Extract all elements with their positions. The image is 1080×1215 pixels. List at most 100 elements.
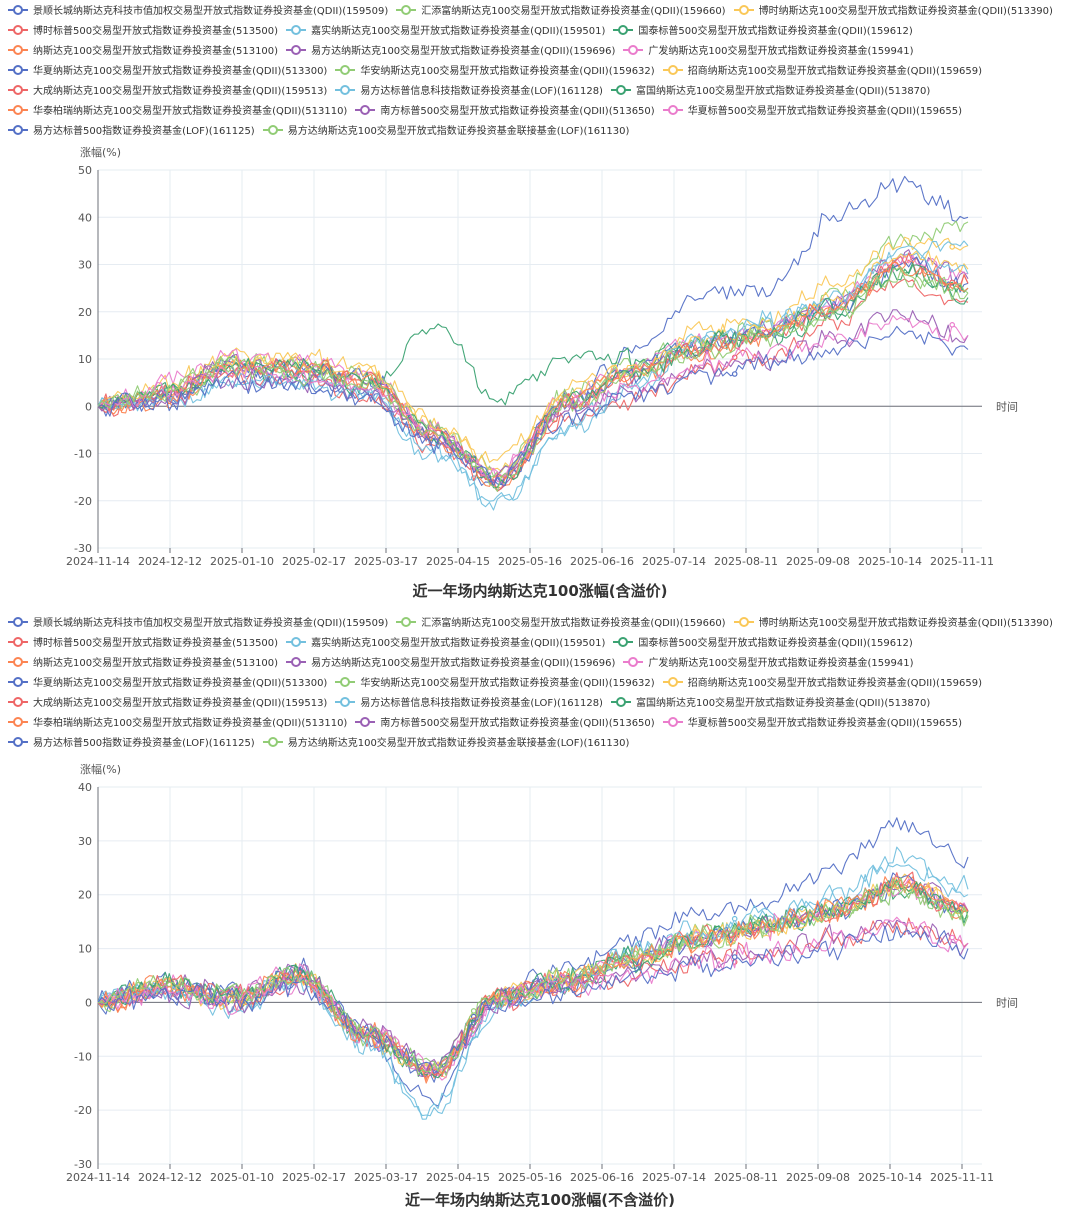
legend-item[interactable]: 嘉实纳斯达克100交易型开放式指数证券投资基金(QDII)(159501) [286,22,605,42]
legend-item[interactable]: 博时纳斯达克100交易型开放式指数证券投资基金(QDII)(513390) [733,614,1053,634]
series-point [470,1008,477,1014]
legend-item[interactable]: 纳斯达克100交易型开放式指数证券投资基金(513100) [8,42,278,62]
legend-item[interactable]: 招商纳斯达克100交易型开放式指数证券投资基金(QDII)(159659) [662,674,982,694]
y-tick-label: 0 [85,996,92,1009]
legend-item[interactable]: 博时标普500交易型开放式指数证券投资基金(513500) [8,634,278,654]
x-tick-label: 2025-07-14 [642,1171,706,1182]
x-tick-label: 2025-11-11 [930,1171,994,1182]
legend-item[interactable]: 华安纳斯达克100交易型开放式指数证券投资基金(QDII)(159632) [335,62,655,82]
legend-item[interactable]: 国泰标普500交易型开放式指数证券投资基金(QDII)(159612) [613,634,913,654]
x-tick-label: 2025-11-11 [930,555,994,568]
y-tick-label: 10 [78,943,92,956]
legend-swatch-icon [8,637,28,647]
legend-swatch-icon [623,45,644,55]
legend-label: 富国纳斯达克100交易型开放式指数证券投资基金(QDII)(513870) [635,698,931,709]
legend-item[interactable]: 易方达标普500指数证券投资基金(LOF)(161125) [8,122,255,142]
legend-label: 南方标普500交易型开放式指数证券投资基金(QDII)(513650) [380,718,655,729]
series-line [97,314,969,477]
y-tick-label: -30 [74,542,92,555]
legend-item[interactable]: 华泰柏瑞纳斯达克100交易型开放式指数证券投资基金(QDII)(513110) [8,714,347,734]
legend-item[interactable]: 华夏纳斯达克100交易型开放式指数证券投资基金(QDII)(513300) [8,674,327,694]
legend-item[interactable]: 招商纳斯达克100交易型开放式指数证券投资基金(QDII)(159659) [662,62,982,82]
x-tick-label: 2024-12-12 [138,555,202,568]
series-point [949,321,956,328]
legend-label: 景顺长城纳斯达克科技市值加权交易型开放式指数证券投资基金(QDII)(15950… [33,618,389,629]
x-tick-label: 2025-10-14 [858,1171,922,1182]
legend-swatch-icon [8,717,28,727]
legend-label: 易方达标普信息科技指数证券投资基金(LOF)(161128) [360,86,603,97]
x-tick-label: 2025-07-14 [642,555,706,568]
legend-item[interactable]: 华夏标普500交易型开放式指数证券投资基金(QDII)(159655) [662,102,962,122]
legend-swatch-icon [335,677,356,687]
legend-swatch-icon [8,697,28,707]
legend-item[interactable]: 易方达标普信息科技指数证券投资基金(LOF)(161128) [335,82,603,102]
series-point [731,954,738,960]
legend-item[interactable]: 易方达纳斯达克100交易型开放式指数证券投资基金(QDII)(159696) [286,42,615,62]
x-tick-label: 2025-09-08 [786,1171,850,1182]
series-line [97,919,969,1072]
x-tick-label: 2025-08-11 [714,1171,778,1182]
legend-label: 易方达纳斯达克100交易型开放式指数证券投资基金(QDII)(159696) [311,46,616,57]
x-tick-label: 2025-02-17 [282,555,346,568]
series-line [97,278,969,487]
legend-item[interactable]: 富国纳斯达克100交易型开放式指数证券投资基金(QDII)(513870) [610,82,931,102]
series-line [97,877,969,1076]
legend-item[interactable]: 易方达标普500指数证券投资基金(LOF)(161125) [8,734,255,754]
legend-label: 华夏纳斯达克100交易型开放式指数证券投资基金(QDII)(513300) [33,66,328,77]
legend-swatch-icon [262,737,283,747]
legend-item[interactable]: 汇添富纳斯达克100交易型开放式指数证券投资基金(QDII)(159660) [396,614,726,634]
legend-item[interactable]: 景顺长城纳斯达克科技市值加权交易型开放式指数证券投资基金(QDII)(15950… [8,2,388,22]
x-tick-label: 2025-05-16 [498,1171,562,1182]
legend-item[interactable]: 易方达纳斯达克100交易型开放式指数证券投资基金联接基金(LOF)(161130… [262,734,629,754]
x-tick-label: 2025-02-17 [282,1171,346,1182]
legend-swatch-icon [355,717,376,727]
legend-item[interactable]: 南方标普500交易型开放式指数证券投资基金(QDII)(513650) [355,102,655,122]
legend-item[interactable]: 景顺长城纳斯达克科技市值加权交易型开放式指数证券投资基金(QDII)(15950… [8,614,388,634]
legend-label: 纳斯达克100交易型开放式指数证券投资基金(513100) [33,46,279,57]
legend-swatch-icon [662,105,683,115]
series-line [97,266,969,492]
series-point [949,934,956,941]
legend-item[interactable]: 汇添富纳斯达克100交易型开放式指数证券投资基金(QDII)(159660) [396,2,726,22]
legend-item[interactable]: 南方标普500交易型开放式指数证券投资基金(QDII)(513650) [355,714,655,734]
legend-item[interactable]: 博时纳斯达克100交易型开放式指数证券投资基金(QDII)(513390) [733,2,1053,22]
series-line [97,925,969,1074]
legend-label: 易方达纳斯达克100交易型开放式指数证券投资基金联接基金(LOF)(161130… [287,126,630,137]
legend-swatch-icon [335,65,356,75]
legend-swatch-icon [8,65,28,75]
x-tick-label: 2024-12-12 [138,1171,202,1182]
legend-item[interactable]: 国泰标普500交易型开放式指数证券投资基金(QDII)(159612) [613,22,913,42]
legend-swatch-icon [8,85,28,95]
x-tick-label: 2025-03-17 [354,1171,418,1182]
legend-swatch-icon [335,697,356,707]
legend-swatch-icon [8,657,28,667]
y-tick-label: 40 [78,781,92,794]
legend-swatch-icon [8,617,28,627]
legend-swatch-icon [286,657,307,667]
legend-item[interactable]: 大成纳斯达克100交易型开放式指数证券投资基金(QDII)(159513) [8,694,327,714]
legend-item[interactable]: 广发纳斯达克100交易型开放式指数证券投资基金(159941) [623,42,914,62]
chart-title: 近一年场内纳斯达克100涨幅(不含溢价) [404,1191,676,1209]
legend-item[interactable]: 大成纳斯达克100交易型开放式指数证券投资基金(QDII)(159513) [8,82,327,102]
series-line [97,878,969,1081]
legend-item[interactable]: 嘉实纳斯达克100交易型开放式指数证券投资基金(QDII)(159501) [286,634,605,654]
legend-item[interactable]: 华泰柏瑞纳斯达克100交易型开放式指数证券投资基金(QDII)(513110) [8,102,347,122]
legend-label: 博时纳斯达克100交易型开放式指数证券投资基金(QDII)(513390) [758,618,1053,629]
legend-swatch-icon [613,637,634,647]
legend-label: 富国纳斯达克100交易型开放式指数证券投资基金(QDII)(513870) [635,86,931,97]
legend-item[interactable]: 富国纳斯达克100交易型开放式指数证券投资基金(QDII)(513870) [610,694,931,714]
legend-swatch-icon [610,85,631,95]
legend-item[interactable]: 博时标普500交易型开放式指数证券投资基金(513500) [8,22,278,42]
legend-item[interactable]: 华夏标普500交易型开放式指数证券投资基金(QDII)(159655) [662,714,962,734]
legend-item[interactable]: 广发纳斯达克100交易型开放式指数证券投资基金(159941) [623,654,914,674]
legend-swatch-icon [286,25,307,35]
legend-item[interactable]: 纳斯达克100交易型开放式指数证券投资基金(513100) [8,654,278,674]
legend-item[interactable]: 易方达纳斯达克100交易型开放式指数证券投资基金(QDII)(159696) [286,654,615,674]
legend-item[interactable]: 华安纳斯达克100交易型开放式指数证券投资基金(QDII)(159632) [335,674,655,694]
legend-item[interactable]: 华夏纳斯达克100交易型开放式指数证券投资基金(QDII)(513300) [8,62,327,82]
legend-label: 南方标普500交易型开放式指数证券投资基金(QDII)(513650) [380,106,655,117]
legend-item[interactable]: 易方达标普信息科技指数证券投资基金(LOF)(161128) [335,694,603,714]
legend-item[interactable]: 易方达纳斯达克100交易型开放式指数证券投资基金联接基金(LOF)(161130… [262,122,630,142]
legend-label: 华泰柏瑞纳斯达克100交易型开放式指数证券投资基金(QDII)(513110) [33,718,348,729]
x-tick-label: 2025-09-08 [786,555,850,568]
